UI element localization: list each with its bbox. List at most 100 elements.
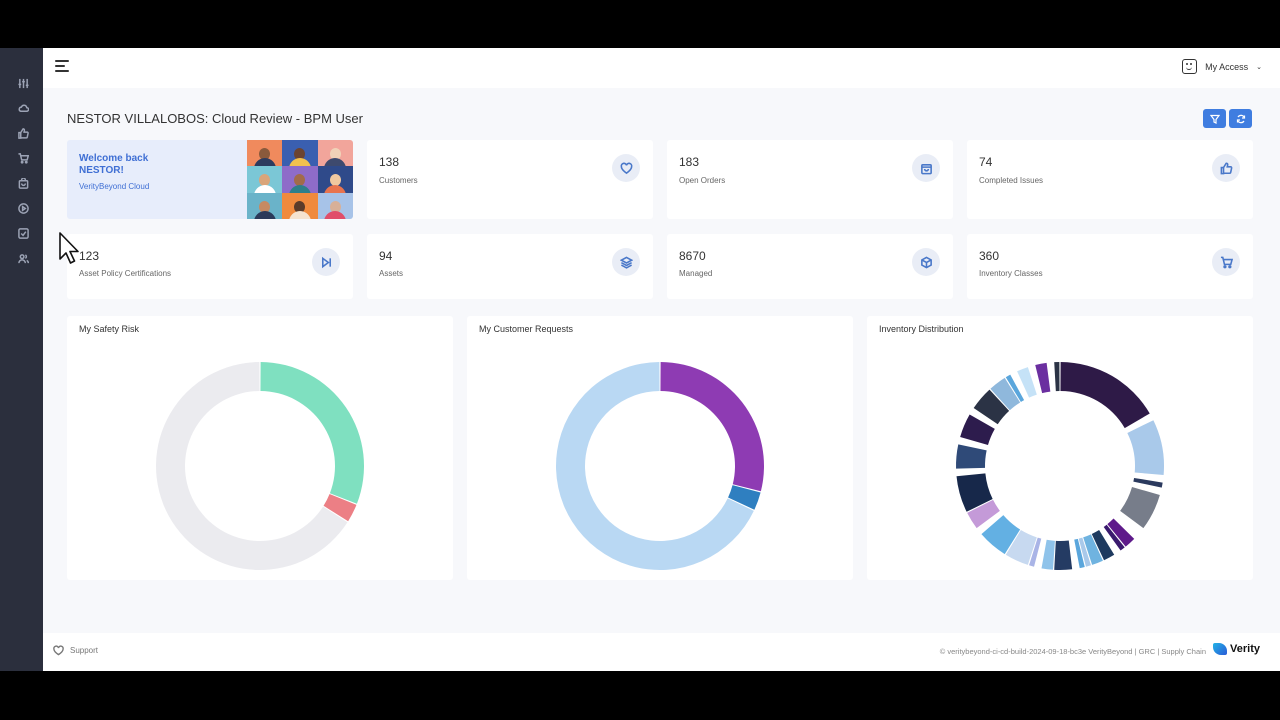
chart-panel-customer-requests: My Customer Requests [467,316,853,580]
stat-card-assets[interactable]: 94 Assets [367,234,653,299]
sidebar [0,48,43,671]
donut-slice[interactable] [981,515,1021,555]
cloud-icon[interactable] [16,101,30,115]
donut-slice[interactable] [967,499,1000,529]
stat-card-completed-issues[interactable]: 74 Completed Issues [967,140,1253,219]
donut-slice[interactable] [956,473,993,512]
verity-logo: Verity [1213,643,1260,655]
stat-value: 123 [79,249,100,263]
donut-slice[interactable] [960,414,995,446]
donut-slice[interactable] [1083,534,1103,565]
support-label: Support [70,646,99,655]
donut-slice[interactable] [956,444,987,469]
refresh-icon [1236,114,1245,123]
donut-slice[interactable] [1054,540,1073,570]
shopping-bag-icon[interactable] [16,176,30,190]
donut-slice[interactable] [1035,362,1051,394]
donut-slice[interactable] [156,362,348,570]
donut-slice[interactable] [1005,530,1037,565]
stat-card-open-orders[interactable]: 183 Open Orders [667,140,953,219]
thumbs-up-icon [1212,154,1240,182]
sliders-icon[interactable] [16,76,30,90]
stat-value: 138 [379,155,400,169]
donut-slice[interactable] [1133,477,1163,488]
stat-value: 8670 [679,249,706,263]
chart-panel-safety-risk: My Safety Risk [67,316,453,580]
stat-card-inventory-classes[interactable]: 360 Inventory Classes [967,234,1253,299]
refresh-button[interactable] [1229,109,1252,128]
stat-card-managed[interactable]: 8670 Managed [667,234,953,299]
donut-slice[interactable] [956,468,986,475]
donut-slice[interactable] [1060,362,1150,429]
team-illustration [247,140,353,219]
donut-slice[interactable] [1103,524,1125,551]
my-access-menu[interactable]: My Access ⌄ [1182,59,1262,74]
donut-slice[interactable] [1069,539,1079,570]
menu-toggle-icon[interactable] [55,60,71,74]
donut-slice[interactable] [1127,420,1164,475]
donut-slice[interactable] [1005,374,1025,402]
inventory-distribution-donut-chart [956,362,1164,570]
donut-slice[interactable] [973,389,1010,425]
stat-value: 360 [979,249,1000,263]
filter-button[interactable] [1203,109,1226,128]
donut-slice[interactable] [1091,530,1115,561]
donut-slice[interactable] [970,409,998,429]
heart-icon [612,154,640,182]
users-icon[interactable] [16,251,30,265]
donut-slice[interactable] [323,494,357,522]
stat-label: Asset Policy Certifications [79,269,172,278]
donut-slice[interactable] [260,362,364,504]
my-access-label: My Access [1205,61,1249,72]
stat-label: Assets [379,269,404,278]
donut-slice[interactable] [1120,486,1160,529]
donut-slice[interactable] [1125,414,1153,433]
donut-slice[interactable] [1029,537,1042,567]
donut-slice[interactable] [1017,367,1037,398]
safety-risk-donut-chart [156,362,364,570]
stat-value: 183 [679,155,700,169]
donut-slice[interactable] [1047,362,1055,392]
support-link[interactable]: Support [53,645,98,656]
donut-slice[interactable] [660,362,764,492]
top-bar: My Access ⌄ [43,48,1280,88]
logo-text: Verity [1230,643,1260,655]
donut-slice[interactable] [1107,518,1135,547]
chart-title: My Customer Requests [479,324,574,334]
play-circle-icon[interactable] [16,201,30,215]
box-icon [912,248,940,276]
donut-slice[interactable] [1054,362,1060,392]
donut-slice[interactable] [1099,527,1120,555]
donut-slice[interactable] [1029,365,1042,395]
cart-icon[interactable] [16,151,30,165]
donut-slice[interactable] [1134,473,1164,482]
welcome-subtitle: VerityBeyond Cloud [79,182,150,191]
donut-slice[interactable] [977,511,1003,534]
page-title: NESTOR VILLALOBOS: Cloud Review - BPM Us… [67,111,363,126]
donut-slice[interactable] [1074,538,1085,569]
stat-value: 94 [379,249,393,263]
donut-slice[interactable] [1041,539,1055,570]
donut-slice[interactable] [990,377,1021,411]
donut-slice[interactable] [1035,538,1046,569]
chart-title: Inventory Distribution [879,324,964,334]
shopping-bag-icon [912,154,940,182]
donut-slice[interactable] [556,362,754,570]
chart-title: My Safety Risk [79,324,140,334]
stat-card-customers[interactable]: 138 Customers [367,140,653,219]
stat-card-asset-policy-certifications[interactable]: 123 Asset Policy Certifications [67,234,353,299]
donut-slice[interactable] [1011,371,1029,400]
donut-slice[interactable] [1114,511,1143,538]
stat-label: Open Orders [679,176,726,185]
donut-slice[interactable] [1132,482,1162,494]
donut-slice[interactable] [1078,537,1091,567]
footer: Support © veritybeyond-ci-cd-build-2024-… [43,633,1280,671]
stat-label: Customers [379,176,418,185]
stat-label: Inventory Classes [979,269,1043,278]
check-square-icon[interactable] [16,226,30,240]
donut-slice[interactable] [728,485,761,510]
chevron-down-icon: ⌄ [1256,63,1262,71]
donut-slice[interactable] [958,438,988,450]
thumbs-up-icon[interactable] [16,126,30,140]
stat-label: Managed [679,269,713,278]
